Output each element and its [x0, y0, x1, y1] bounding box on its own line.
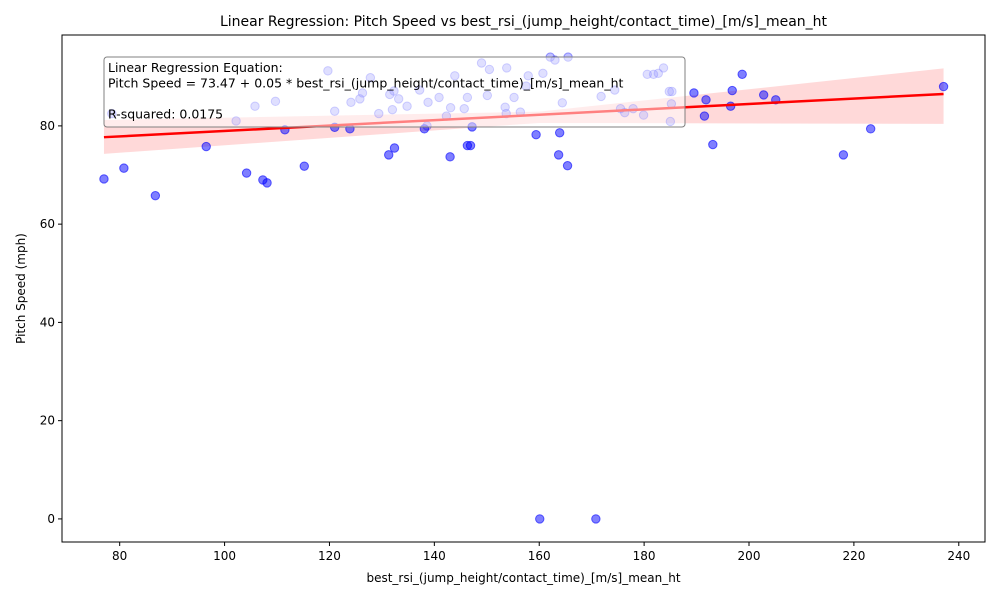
- data-point: [737, 69, 747, 80]
- y-tick-label: 80: [40, 119, 55, 133]
- y-tick-label: 40: [40, 315, 55, 329]
- x-tick-label: 240: [947, 549, 970, 563]
- data-point: [465, 140, 476, 151]
- data-point: [384, 150, 394, 160]
- data-point: [591, 514, 601, 524]
- data-point: [201, 141, 211, 152]
- data-point: [758, 90, 769, 100]
- data-point: [389, 143, 400, 153]
- data-point: [708, 139, 718, 150]
- x-axis-label: best_rsi_(jump_height/contact_time)_[m/s…: [366, 571, 680, 585]
- confidence-band-layer: [103, 68, 944, 154]
- data-point: [150, 190, 161, 201]
- y-tick-label: 60: [40, 217, 55, 231]
- data-point: [241, 168, 252, 178]
- annotation-line: Pitch Speed = 73.47 + 0.05 * best_rsi_(j…: [108, 76, 624, 91]
- data-point: [865, 124, 876, 134]
- data-point: [445, 152, 455, 162]
- data-point: [838, 150, 849, 160]
- data-point: [701, 95, 711, 105]
- data-point: [562, 160, 573, 171]
- x-tick-label: 180: [633, 549, 656, 563]
- confidence-band: [103, 68, 944, 154]
- x-tick-label: 220: [842, 549, 865, 563]
- x-tick-label: 160: [528, 549, 551, 563]
- x-tick-label: 100: [213, 549, 236, 563]
- y-axis-ticks: 0 20 40 60 80: [40, 119, 62, 526]
- data-point: [727, 85, 737, 96]
- y-axis-label: Pitch Speed (mph): [14, 233, 28, 344]
- data-point: [299, 161, 309, 171]
- data-point: [689, 88, 699, 98]
- data-point: [535, 514, 545, 524]
- x-axis-ticks: 80 100 120 140 160 180 200 220 240: [112, 542, 970, 563]
- data-point: [531, 130, 541, 140]
- x-tick-label: 120: [318, 549, 341, 563]
- x-tick-label: 80: [112, 549, 127, 563]
- annotation-line: R-squared: 0.0175: [108, 107, 223, 122]
- data-point: [553, 150, 564, 160]
- x-tick-label: 200: [738, 549, 761, 563]
- regression-annotation-box: Linear Regression Equation: Pitch Speed …: [103, 56, 686, 128]
- data-point: [554, 128, 565, 138]
- annotation-line: Linear Regression Equation:: [108, 60, 283, 75]
- y-tick-label: 0: [47, 512, 55, 526]
- x-tick-label: 140: [423, 549, 446, 563]
- plot-frame: [61, 34, 986, 543]
- annotation-background: [103, 56, 686, 128]
- data-point: [99, 174, 109, 184]
- chart-title: Linear Regression: Pitch Speed vs best_r…: [220, 14, 828, 30]
- data-point: [699, 111, 710, 121]
- data-point: [262, 178, 272, 188]
- data-point: [119, 163, 129, 173]
- y-tick-label: 20: [40, 414, 55, 428]
- data-point: [938, 81, 949, 92]
